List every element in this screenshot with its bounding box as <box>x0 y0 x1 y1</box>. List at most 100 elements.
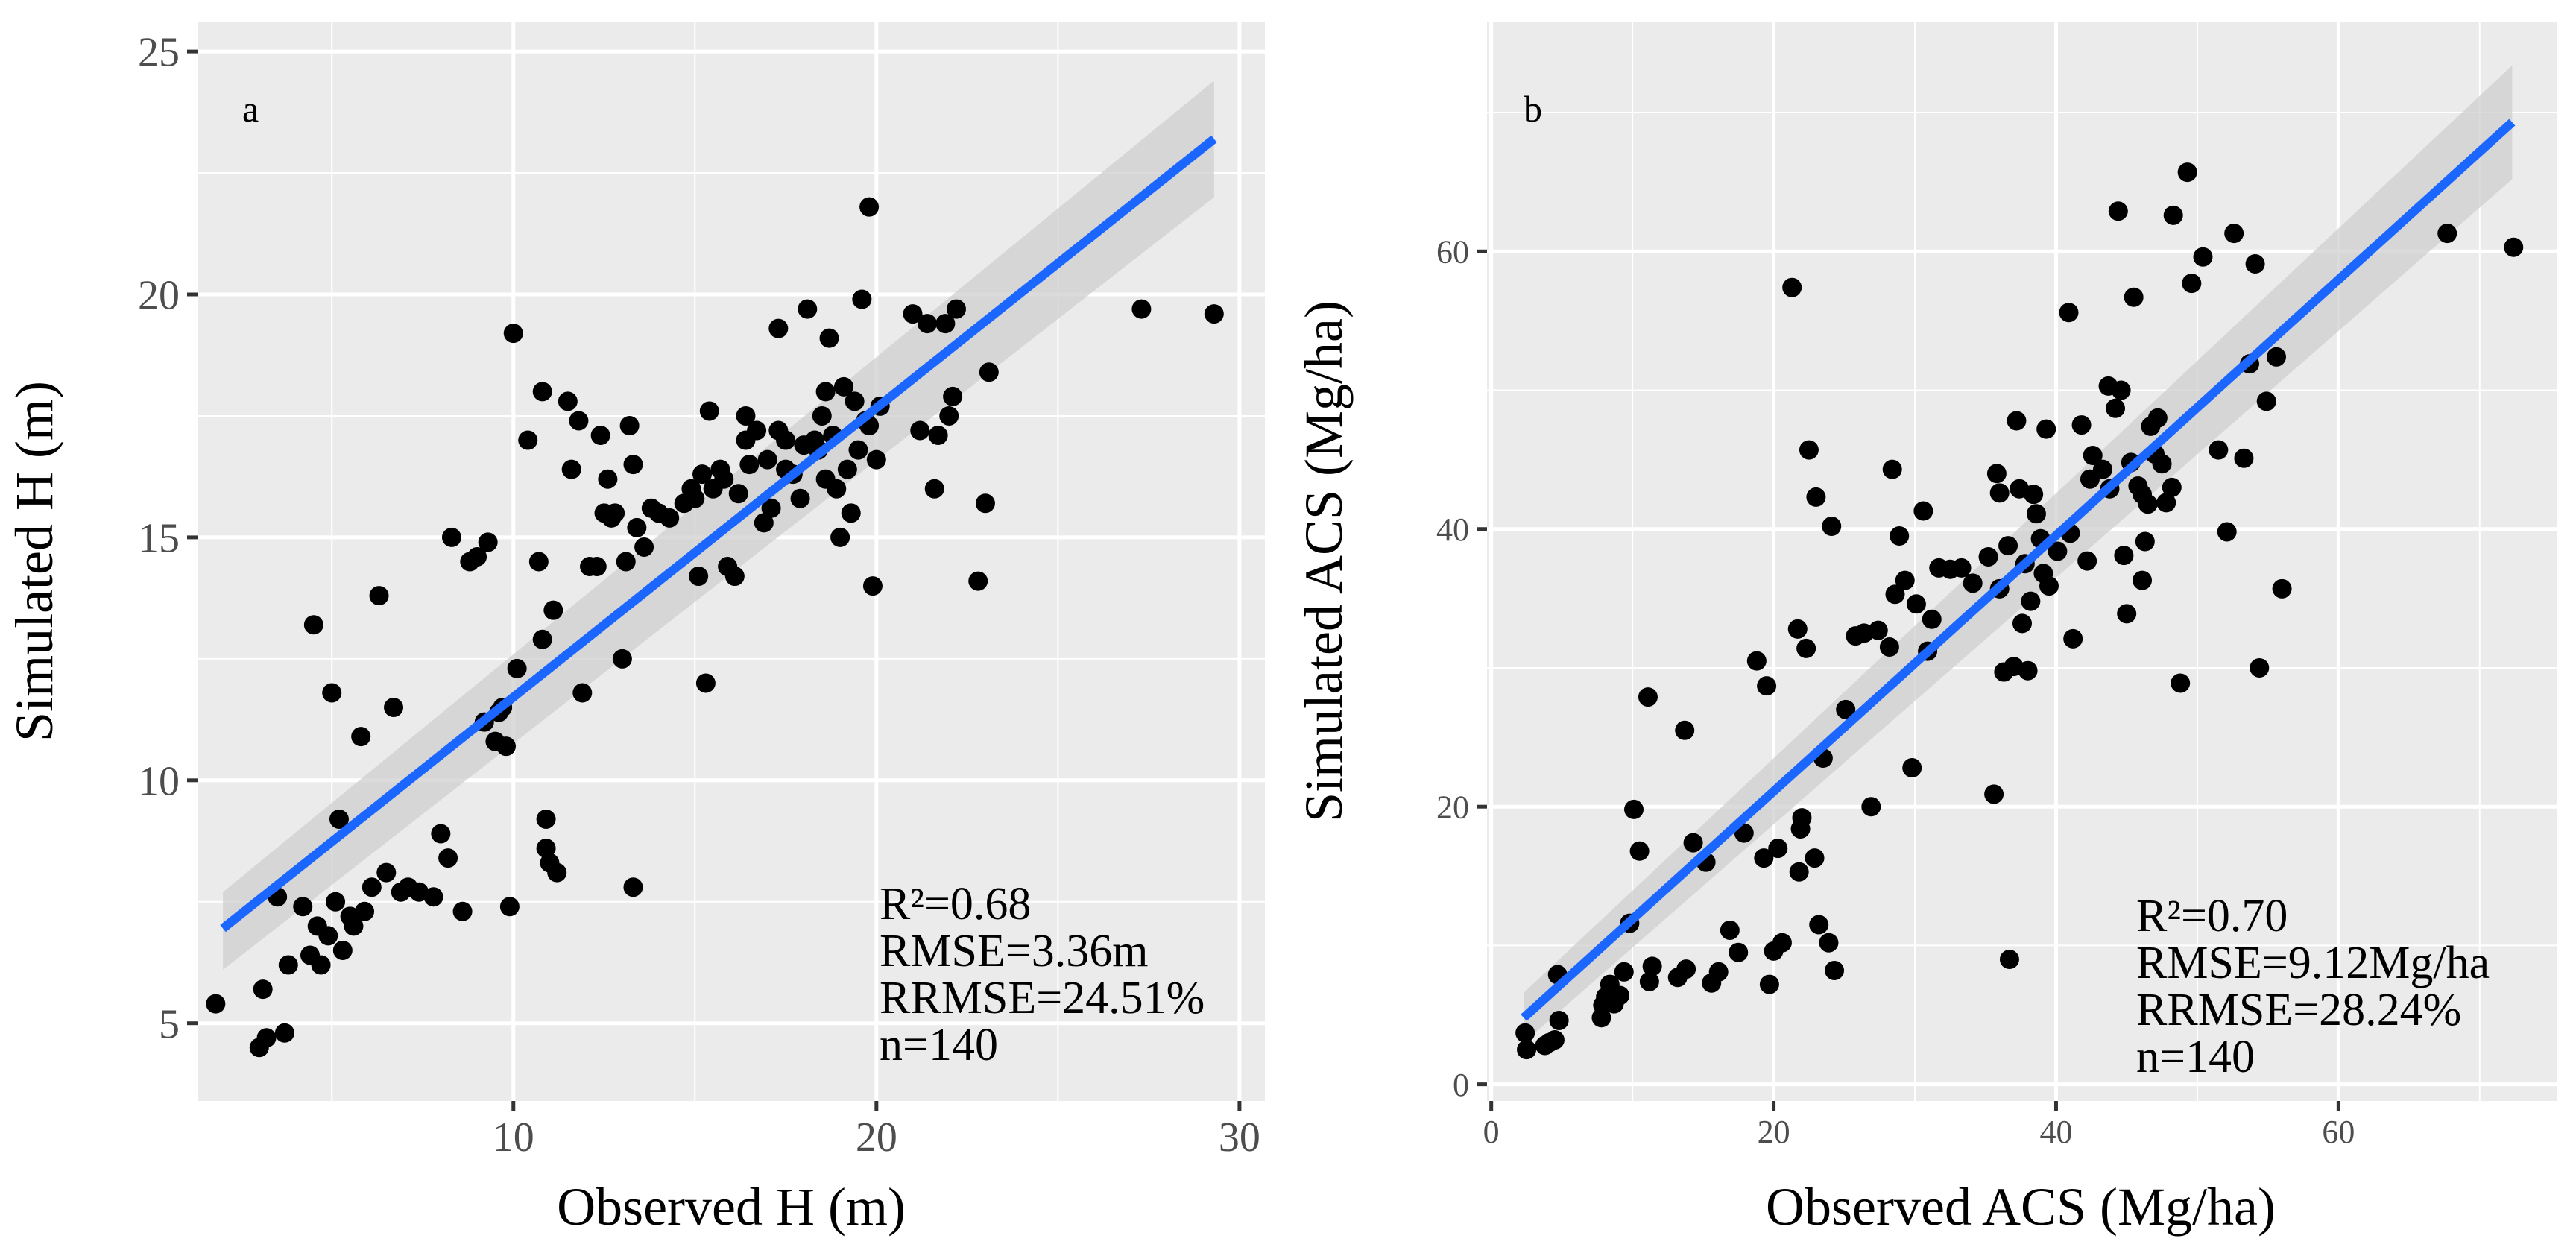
scatter-panel-a: 10 20 30 5 10 15 20 25 a Observed H (m) Simula… <box>4 22 1265 1237</box>
y-ticks-a: 5 10 15 20 25 <box>138 30 198 1047</box>
data-point <box>1729 942 1749 962</box>
stat-rrmse-b: RRMSE=28.24% <box>2136 985 2461 1035</box>
data-point <box>2114 546 2134 566</box>
data-point <box>1708 962 1729 982</box>
panel-label-b: b <box>1524 88 1542 130</box>
data-point <box>518 430 538 450</box>
data-point <box>812 406 832 426</box>
data-point <box>794 435 814 455</box>
data-point <box>1789 862 1809 882</box>
stat-rmse-a: RMSE=3.36m <box>880 926 1149 976</box>
data-point <box>569 411 589 431</box>
data-point <box>256 1028 277 1048</box>
data-point <box>293 897 313 917</box>
data-point <box>2250 657 2270 678</box>
data-point <box>1879 637 1899 657</box>
data-point <box>2059 303 2079 323</box>
data-point <box>2272 578 2292 599</box>
data-point <box>438 848 458 868</box>
data-point <box>612 649 632 669</box>
data-point <box>2209 440 2229 460</box>
data-point <box>979 362 999 382</box>
data-point <box>798 299 818 319</box>
data-point <box>681 479 701 499</box>
scatter-panel-b: 0 20 40 60 0 20 40 60 b Observed ACS (Mg/ha) S… <box>1294 22 2557 1237</box>
y-tick-label: 0 <box>1453 1067 1469 1103</box>
y-tick-label: 40 <box>1436 511 1469 548</box>
data-point <box>2256 391 2276 411</box>
data-point <box>1515 1023 1535 1043</box>
data-point <box>2163 205 2183 225</box>
data-point <box>1639 971 1659 991</box>
data-point <box>478 532 498 552</box>
data-point <box>1517 1040 1537 1060</box>
data-point <box>790 488 810 508</box>
data-point <box>1772 933 1792 953</box>
data-point <box>274 1023 294 1043</box>
data-point <box>1895 570 1915 590</box>
data-point <box>634 537 654 557</box>
data-point <box>391 882 411 902</box>
stat-n-b: n=140 <box>2136 1032 2255 1082</box>
data-point <box>1805 848 1825 868</box>
data-point <box>1999 950 2019 970</box>
data-point <box>2012 613 2032 634</box>
data-point <box>776 430 796 450</box>
confidence-band-a <box>223 81 1214 971</box>
data-point <box>355 901 375 921</box>
data-point <box>2036 419 2056 439</box>
data-point <box>503 324 523 344</box>
data-point <box>2156 493 2176 513</box>
data-point <box>1131 299 1152 319</box>
data-point <box>2007 411 2027 431</box>
data-point <box>2071 415 2092 435</box>
data-point <box>975 493 995 514</box>
x-tick-label: 10 <box>493 1114 534 1161</box>
data-point <box>1746 651 1767 671</box>
data-point <box>848 440 868 460</box>
data-point <box>452 901 473 921</box>
data-point <box>572 683 593 703</box>
data-point <box>1885 584 1905 605</box>
data-point <box>2133 485 2153 505</box>
data-point <box>598 469 618 489</box>
data-point <box>928 426 948 446</box>
regression-line-a <box>220 135 1217 933</box>
y-tick-label: 20 <box>138 273 180 319</box>
data-point <box>1806 487 1826 507</box>
data-point <box>2504 237 2524 257</box>
data-point <box>1978 546 1998 567</box>
data-point <box>441 527 461 547</box>
data-point <box>1675 720 1695 740</box>
data-point <box>754 513 774 533</box>
data-point <box>1683 833 1703 853</box>
data-point <box>1836 699 1856 719</box>
x-tick-label: 20 <box>1758 1114 1790 1150</box>
data-point <box>2083 446 2103 466</box>
data-point <box>918 314 938 334</box>
data-point <box>2135 531 2155 552</box>
y-tick-label: 60 <box>1436 234 1469 271</box>
data-point <box>318 926 338 946</box>
data-point <box>943 386 963 406</box>
data-point <box>903 304 923 324</box>
stats-box-a: R²=0.68 RMSE=3.36m RRMSE=24.51% n=140 <box>880 879 1205 1070</box>
data-point <box>1796 638 1816 658</box>
data-point <box>507 658 527 678</box>
data-point <box>1854 623 1874 643</box>
data-point <box>1951 558 1972 578</box>
data-point <box>757 449 777 470</box>
data-point <box>827 479 847 499</box>
data-point <box>946 299 966 319</box>
data-point <box>830 527 850 547</box>
data-point <box>467 546 487 567</box>
data-point <box>547 862 567 883</box>
data-point <box>761 498 781 518</box>
stat-r2-b: R²=0.70 <box>2136 891 2288 941</box>
data-point <box>815 382 836 402</box>
data-point <box>1629 841 1650 861</box>
data-point <box>496 736 517 757</box>
data-point <box>587 557 607 577</box>
data-point <box>2177 162 2197 183</box>
data-point <box>924 479 944 499</box>
